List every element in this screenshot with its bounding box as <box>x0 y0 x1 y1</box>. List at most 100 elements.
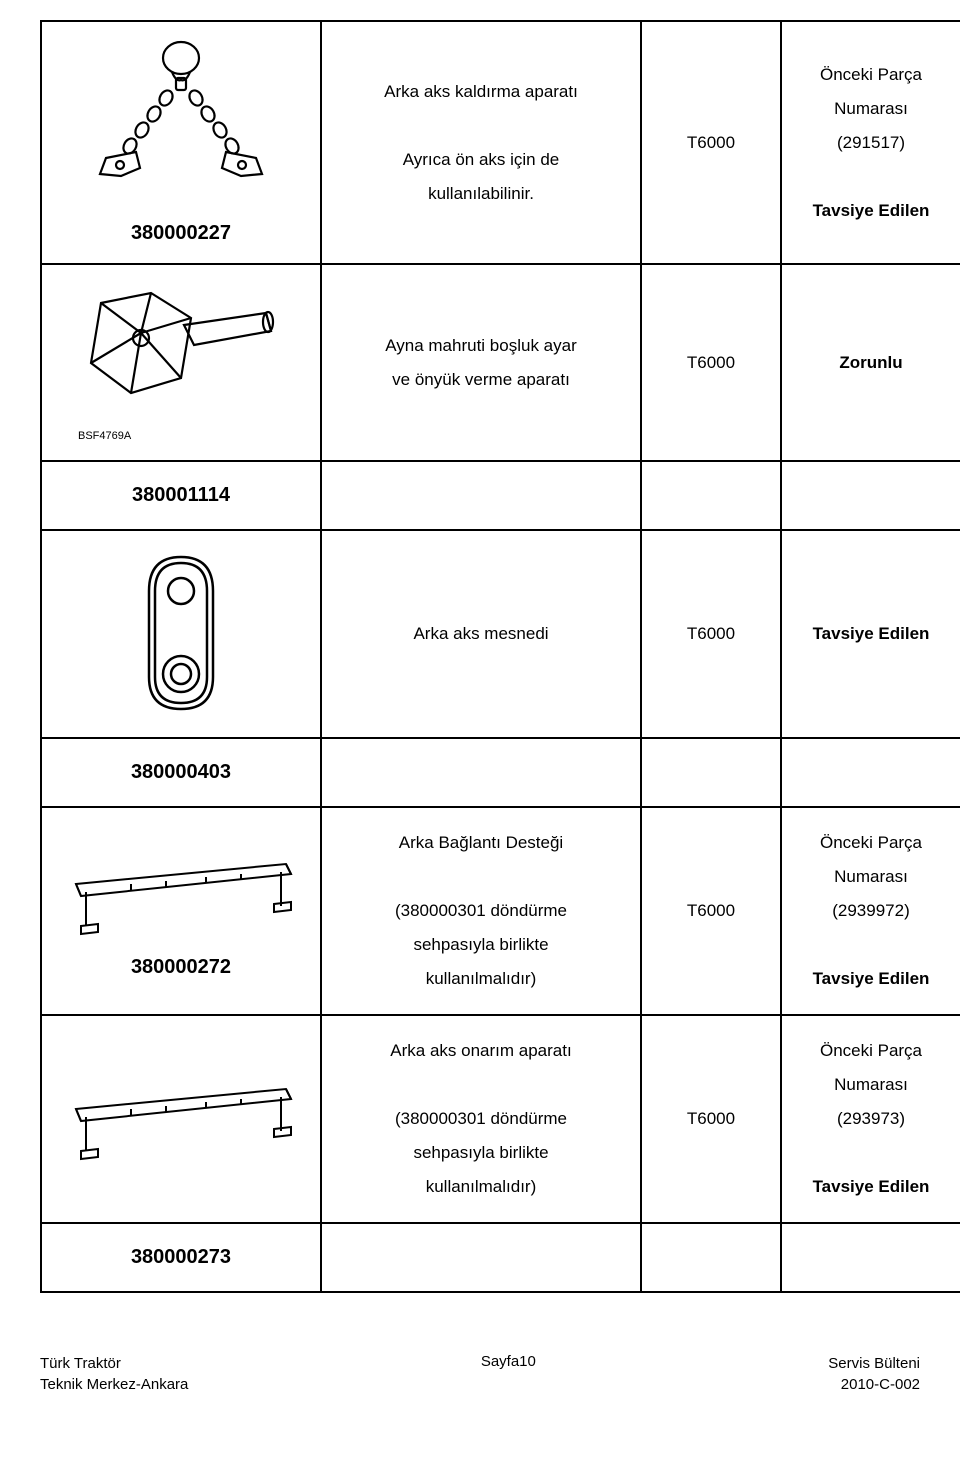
desc-line: Ayrıca ön aks için de <box>403 150 560 169</box>
empty-cell <box>781 738 960 807</box>
empty-cell <box>781 461 960 530</box>
footer-page-number: Sayfa10 <box>481 1353 536 1370</box>
description-text: Ayna mahruti boşluk ayar ve önyük verme … <box>334 329 628 397</box>
table-row: 380000403 <box>41 738 960 807</box>
desc-line: (380000301 döndürme <box>395 1109 567 1128</box>
part-number: 380001114 <box>54 484 308 507</box>
part-illustration: BSF4769A <box>54 283 308 442</box>
note-line <box>794 928 948 962</box>
part-number: 380000403 <box>54 761 308 784</box>
note-line <box>794 1136 948 1170</box>
note-line: Tavsiye Edilen <box>794 1170 948 1204</box>
desc-line: Ayna mahruti boşluk ayar <box>385 336 577 355</box>
part-number-cell: 380000273 <box>41 1223 321 1292</box>
model-text: T6000 <box>687 353 735 372</box>
desc-line: Arka Bağlantı Desteği <box>399 833 563 852</box>
note-line <box>794 160 948 194</box>
footer-text: Servis Bülteni <box>828 1355 920 1372</box>
note-line: Numarası <box>794 92 948 126</box>
support-rail-icon <box>56 1069 306 1169</box>
desc-line: ve önyük verme aparatı <box>392 370 570 389</box>
description-text: Arka aks kaldırma aparatı Ayrıca ön aks … <box>334 75 628 211</box>
model-cell: T6000 <box>641 1015 781 1223</box>
empty-cell <box>321 461 641 530</box>
note-line: (293973) <box>794 1102 948 1136</box>
note-cell: Önceki Parça Numarası (293973) Tavsiye E… <box>781 1015 960 1223</box>
page-footer: Türk Traktör Teknik Merkez-Ankara Sayfa1… <box>40 1353 920 1395</box>
description-text: Arka aks onarım aparatı (380000301 döndü… <box>334 1034 628 1204</box>
page-container: 380000227 Arka aks kaldırma aparatı Ayrı… <box>0 0 960 1435</box>
note-line: Numarası <box>794 860 948 894</box>
description-cell: Arka aks mesnedi <box>321 530 641 738</box>
part-illustration: 380000227 <box>54 40 308 245</box>
note-cell: Tavsiye Edilen <box>781 530 960 738</box>
note-line: Önceki Parça <box>794 58 948 92</box>
part-number-cell: 380000403 <box>41 738 321 807</box>
empty-cell <box>641 738 781 807</box>
description-cell: Arka Bağlantı Desteği (380000301 döndürm… <box>321 807 641 1015</box>
note-cell: Önceki Parça Numarası (2939972) Tavsiye … <box>781 807 960 1015</box>
note-cell: Önceki Parça Numarası (291517) Tavsiye E… <box>781 21 960 264</box>
parts-table: 380000227 Arka aks kaldırma aparatı Ayrı… <box>40 20 960 1293</box>
note-line: Önceki Parça <box>794 1034 948 1068</box>
support-rail-icon <box>56 844 306 944</box>
model-text: T6000 <box>687 133 735 152</box>
table-row: BSF4769A Ayna mahruti boşluk ayar ve öny… <box>41 264 960 461</box>
part-number: 380000227 <box>131 222 231 245</box>
lifting-chain-icon <box>76 40 286 210</box>
hex-shaft-icon <box>66 283 296 428</box>
description-text: Arka Bağlantı Desteği (380000301 döndürm… <box>334 826 628 996</box>
image-cell: 380000227 <box>41 21 321 264</box>
model-cell: T6000 <box>641 264 781 461</box>
part-number: 380000272 <box>131 956 231 979</box>
part-number: 380000273 <box>54 1246 308 1269</box>
part-illustration <box>54 1069 308 1169</box>
table-row: 380000272 Arka Bağlantı Desteği (3800003… <box>41 807 960 1015</box>
table-row: 380000273 <box>41 1223 960 1292</box>
footer-center: Sayfa10 <box>481 1353 536 1395</box>
model-text: T6000 <box>687 1109 735 1128</box>
note-line: Numarası <box>794 1068 948 1102</box>
desc-line: (380000301 döndürme <box>395 901 567 920</box>
model-text: T6000 <box>687 901 735 920</box>
image-code-label: BSF4769A <box>78 430 131 442</box>
desc-line: kullanılmalıdır) <box>426 1177 537 1196</box>
description-text: Arka aks mesnedi <box>413 624 548 643</box>
desc-line: sehpasıyla birlikte <box>413 1143 548 1162</box>
model-cell: T6000 <box>641 807 781 1015</box>
footer-right: Servis Bülteni 2010-C-002 <box>828 1353 920 1395</box>
model-cell: T6000 <box>641 530 781 738</box>
description-cell: Ayna mahruti boşluk ayar ve önyük verme … <box>321 264 641 461</box>
note-text: Tavsiye Edilen <box>813 624 930 643</box>
table-row: 380001114 <box>41 461 960 530</box>
desc-line: Arka aks kaldırma aparatı <box>384 82 578 101</box>
note-line: (291517) <box>794 126 948 160</box>
part-illustration: 380000272 <box>54 844 308 979</box>
empty-cell <box>641 461 781 530</box>
empty-cell <box>321 1223 641 1292</box>
table-row: Arka aks onarım aparatı (380000301 döndü… <box>41 1015 960 1223</box>
empty-cell <box>781 1223 960 1292</box>
model-cell: T6000 <box>641 21 781 264</box>
image-cell <box>41 530 321 738</box>
model-text: T6000 <box>687 624 735 643</box>
image-cell <box>41 1015 321 1223</box>
footer-text: 2010-C-002 <box>841 1376 920 1393</box>
desc-line: kullanılabilinir. <box>428 184 534 203</box>
note-line: Önceki Parça <box>794 826 948 860</box>
desc-line: sehpasıyla birlikte <box>413 935 548 954</box>
description-cell: Arka aks onarım aparatı (380000301 döndü… <box>321 1015 641 1223</box>
part-number-cell: 380001114 <box>41 461 321 530</box>
desc-line: kullanılmalıdır) <box>426 969 537 988</box>
footer-left: Türk Traktör Teknik Merkez-Ankara <box>40 1353 188 1395</box>
part-illustration <box>54 549 308 719</box>
note-line: (2939972) <box>794 894 948 928</box>
bracket-plate-icon <box>121 549 241 719</box>
empty-cell <box>321 738 641 807</box>
description-cell: Arka aks kaldırma aparatı Ayrıca ön aks … <box>321 21 641 264</box>
image-cell: 380000272 <box>41 807 321 1015</box>
note-line: Tavsiye Edilen <box>794 194 948 228</box>
note-line: Tavsiye Edilen <box>794 962 948 996</box>
desc-line: Arka aks onarım aparatı <box>390 1041 571 1060</box>
table-row: Arka aks mesnedi T6000 Tavsiye Edilen <box>41 530 960 738</box>
